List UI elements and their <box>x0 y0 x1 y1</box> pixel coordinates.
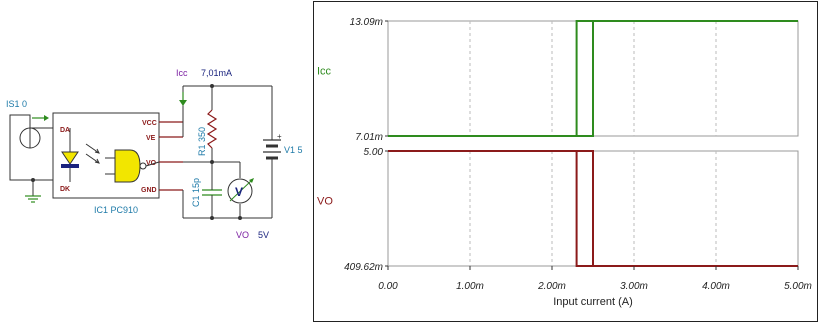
series-line <box>388 20 798 137</box>
x-axis-label: Input current (A) <box>553 296 632 308</box>
icc-value: 7,01mA <box>201 68 232 78</box>
capacitor-icon <box>202 180 222 205</box>
series-line <box>388 150 798 267</box>
series-name: Icc <box>317 66 332 78</box>
x-tick-label: 0.00 <box>378 281 398 292</box>
current-arrow-icon <box>179 92 187 106</box>
resistor-label: R1 350 <box>197 127 207 156</box>
battery-label: V1 5 <box>284 145 303 155</box>
transient-plot: 13.09m 7.01m Icc 5.00 409.62m VO 0.00 1.00m 2.00… <box>317 17 812 308</box>
x-tick-label: 1.00m <box>456 281 484 292</box>
y-tick-label: 5.00 <box>364 147 384 158</box>
pin-da-label: DA <box>60 127 70 134</box>
pin-vcc-label: VCC <box>142 120 157 127</box>
voltmeter-symbol: V <box>235 185 243 199</box>
icc-name: Icc <box>176 68 188 78</box>
pin-dk-label: DK <box>60 186 70 193</box>
ic-body <box>52 112 160 199</box>
y-tick-label: 13.09m <box>350 17 383 28</box>
ic-label: IC1 PC910 <box>94 205 138 215</box>
pin-ve-label: VE <box>146 135 156 142</box>
pin-gnd-label: GND <box>141 187 157 194</box>
y-tick-label: 409.62m <box>344 262 383 273</box>
led-icon <box>61 128 79 182</box>
battery-plus-sign: + <box>277 132 282 141</box>
source-label: IS1 0 <box>6 99 27 109</box>
plot-frame <box>313 1 818 322</box>
pin-vo-label: VO <box>146 160 157 167</box>
x-tick-label: 5.00m <box>784 281 812 292</box>
light-arrows-icon <box>85 143 100 164</box>
resistor-icon <box>206 109 218 149</box>
circuit-schematic: DA DK VCC VE VO GND <box>6 68 303 240</box>
vo-value: 5V <box>258 230 269 240</box>
voltmeter-icon <box>227 178 254 204</box>
vo-name: VO <box>236 230 249 240</box>
y-tick-label: 7.01m <box>355 132 383 143</box>
x-tick-label: 2.00m <box>537 281 566 292</box>
series-name: VO <box>317 196 333 208</box>
nand-gate-icon <box>105 149 160 183</box>
capacitor-label: C1 15p <box>191 178 201 207</box>
x-tick-label: 3.00m <box>620 281 648 292</box>
ground-icon <box>25 195 41 203</box>
current-source-icon <box>19 115 49 149</box>
x-tick-label: 4.00m <box>702 281 730 292</box>
battery-icon <box>263 139 281 160</box>
